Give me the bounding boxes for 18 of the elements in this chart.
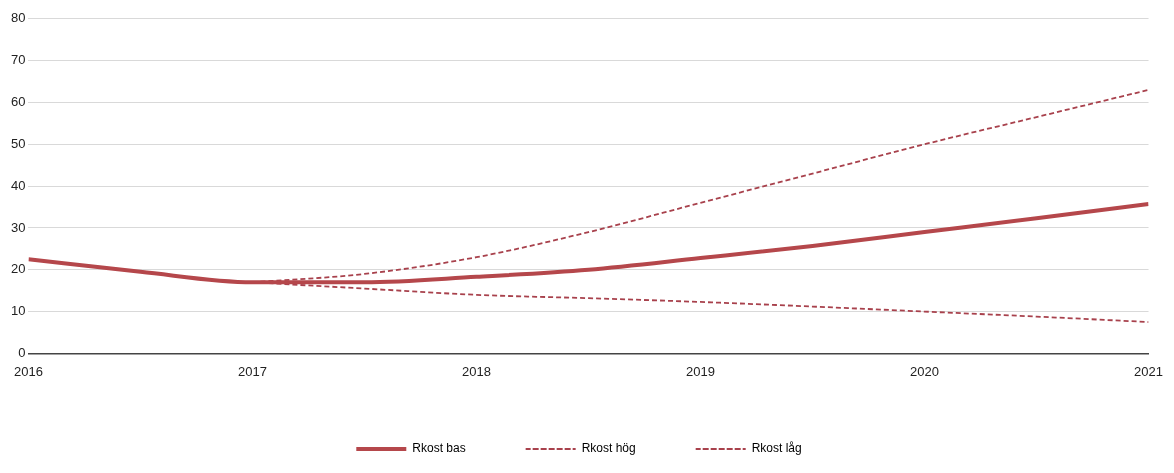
y-tick-label: 0 — [18, 344, 26, 360]
x-tick-label: 2021 — [1134, 363, 1163, 379]
x-tick-label: 2016 — [14, 363, 43, 379]
y-tick-label: 60 — [10, 94, 26, 110]
y-tick-label: 30 — [10, 219, 26, 235]
y-tick-label: 80 — [10, 10, 26, 26]
y-tick-label: 20 — [10, 261, 26, 277]
x-tick-label: 2018 — [462, 363, 491, 379]
x-tick-label: 2019 — [686, 363, 715, 379]
legend-label: Rkost låg — [751, 441, 802, 456]
y-tick-label: 40 — [10, 177, 26, 193]
y-tick-label: 50 — [10, 135, 26, 151]
legend-label: Rkost hög — [581, 441, 636, 456]
x-tick-label: 2020 — [910, 363, 939, 379]
x-tick-label: 2017 — [238, 363, 267, 379]
y-tick-label: 70 — [10, 52, 26, 68]
y-tick-label: 10 — [10, 303, 26, 319]
legend-label: Rkost bas — [412, 441, 466, 456]
